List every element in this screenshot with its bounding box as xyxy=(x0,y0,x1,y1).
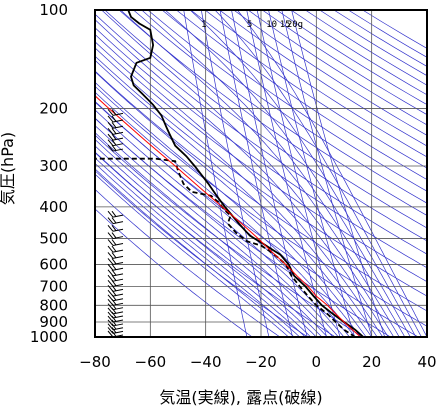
mixing-ratio-line xyxy=(269,10,355,337)
y-axis-title: 気圧(hPa) xyxy=(0,132,17,205)
wind-barb-staff xyxy=(113,331,123,333)
dry-adiabat xyxy=(91,10,436,337)
wind-barb-staff xyxy=(113,308,123,310)
wind-barb-staff xyxy=(113,126,123,128)
x-tick-label: 20 xyxy=(362,353,381,371)
wind-barb xyxy=(108,211,123,217)
wind-barb xyxy=(108,275,123,281)
wind-barb-staff xyxy=(113,138,123,140)
wind-barb-staff xyxy=(113,222,123,224)
wind-barb-staff xyxy=(113,279,123,281)
wind-barb-staff xyxy=(113,243,123,245)
y-tick-label: 300 xyxy=(39,157,68,175)
wind-barb xyxy=(108,258,123,264)
wind-barb xyxy=(108,270,123,276)
wind-barb xyxy=(108,280,123,286)
y-tick-label: 700 xyxy=(39,277,68,295)
wind-barb-flag xyxy=(112,233,116,238)
mixing-ratio-label: 10 xyxy=(266,20,277,30)
wind-barb xyxy=(108,246,123,252)
wind-barb-staff xyxy=(113,294,123,296)
x-tick-label: −40 xyxy=(190,353,222,371)
wind-barb-staff xyxy=(113,316,123,318)
wind-barb-staff xyxy=(113,324,123,326)
wind-barb-flag xyxy=(112,246,116,251)
wind-barb-flag xyxy=(112,122,116,127)
mixing-ratio-line xyxy=(282,10,372,337)
y-tick-label: 1000 xyxy=(30,328,68,346)
dry-adiabat xyxy=(19,10,436,337)
wind-barb-staff xyxy=(113,215,123,217)
mixing-ratio-label: 20g xyxy=(287,20,303,30)
dry-adiabat xyxy=(363,10,436,337)
dry-adiabat xyxy=(348,10,436,337)
wind-barb-flag xyxy=(112,264,116,269)
wind-barb-staff xyxy=(113,289,123,291)
wind-barb xyxy=(108,252,123,258)
wind-barb-staff xyxy=(113,328,123,330)
wind-barb-flag xyxy=(112,239,116,244)
y-tick-label: 100 xyxy=(39,1,68,19)
x-tick-label: −20 xyxy=(245,353,277,371)
wind-barb xyxy=(108,145,123,151)
wind-barb-flag xyxy=(112,258,116,263)
wind-barb-staff xyxy=(113,274,123,276)
wind-barb-staff xyxy=(113,250,123,252)
wind-barb-flag xyxy=(112,252,116,257)
x-tick-label: 40 xyxy=(417,353,436,371)
mixing-ratio-line xyxy=(247,10,327,337)
y-tick-label: 200 xyxy=(39,99,68,117)
wind-barb-staff xyxy=(113,268,123,270)
wind-barb-staff xyxy=(113,144,123,146)
wind-barb-staff xyxy=(113,299,123,301)
wind-barb xyxy=(108,239,123,245)
wind-barb-flag xyxy=(112,270,116,275)
wind-barb xyxy=(108,140,123,146)
x-tick-labels: −80 −60 −40 −20 0 20 40 xyxy=(79,353,436,371)
moist-adiabat xyxy=(57,10,378,337)
wind-barb-flag xyxy=(112,211,116,216)
dry-adiabat xyxy=(105,10,436,337)
wind-barb-flag xyxy=(112,140,116,145)
y-tick-label: 600 xyxy=(39,255,68,273)
x-tick-label: 0 xyxy=(312,353,322,371)
moist-adiabat xyxy=(215,10,422,337)
dry-adiabat xyxy=(0,10,252,337)
wind-barb xyxy=(108,225,123,231)
mixing-ratio-label: 1 xyxy=(201,20,206,30)
moist-adiabat xyxy=(121,10,400,337)
y-tick-label: 500 xyxy=(39,230,68,248)
y-tick-label: 800 xyxy=(39,296,68,314)
wind-barb-flag xyxy=(112,218,116,223)
mixing-ratio-label: 5 xyxy=(247,20,252,30)
wind-barb xyxy=(108,233,123,239)
dry-adiabat xyxy=(33,10,436,337)
x-tick-label: −80 xyxy=(79,353,111,371)
wind-barb-staff xyxy=(113,256,123,258)
mixing-ratio-line xyxy=(201,10,269,337)
x-tick-label: −60 xyxy=(135,353,167,371)
y-tick-label: 400 xyxy=(39,198,68,216)
wind-barb xyxy=(108,264,123,270)
x-axis-title: 気温(実線), 露点(破線) xyxy=(159,388,322,407)
wind-barb-staff xyxy=(113,312,123,314)
